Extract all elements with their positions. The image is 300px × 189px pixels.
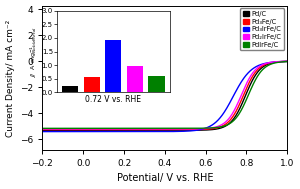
Line: Pd₃IrFe/C: Pd₃IrFe/C — [42, 61, 287, 132]
Pd₃Fe/C — [103, 129, 107, 131]
X-axis label: Potential/ V vs. RHE: Potential/ V vs. RHE — [117, 174, 213, 184]
Y-axis label: Current Density/ mA cm⁻²: Current Density/ mA cm⁻² — [6, 19, 15, 137]
Pd₃Fe/C — [286, 60, 289, 63]
PdIrFe/C — [103, 127, 107, 129]
Pd₃IrFe/C — [286, 60, 289, 63]
Pd/C — [286, 60, 289, 63]
Pd₃IrFe/C — [84, 130, 88, 133]
Pd₃IrFe/C — [204, 127, 208, 129]
Pd₂IrFe/C — [103, 128, 107, 130]
Pd/C — [185, 129, 188, 131]
Pd₂IrFe/C — [84, 128, 88, 130]
PdIrFe/C — [152, 127, 155, 129]
Line: Pd₂IrFe/C: Pd₂IrFe/C — [42, 61, 287, 129]
PdIrFe/C — [225, 124, 229, 126]
Pd/C — [103, 129, 107, 131]
PdIrFe/C — [40, 127, 44, 129]
Pd/C — [152, 129, 155, 131]
Pd/C — [84, 129, 88, 131]
Pd₂IrFe/C — [185, 128, 188, 130]
Pd₃Fe/C — [40, 129, 44, 131]
Pd₃Fe/C — [152, 129, 155, 131]
Pd₃IrFe/C — [103, 130, 107, 133]
Pd₂IrFe/C — [152, 128, 155, 130]
Pd₃IrFe/C — [40, 130, 44, 133]
Pd₂IrFe/C — [225, 120, 229, 122]
Line: Pd/C: Pd/C — [42, 61, 287, 130]
Pd/C — [225, 124, 229, 126]
Pd₃Fe/C — [225, 122, 229, 124]
Line: PdIrFe/C: PdIrFe/C — [42, 61, 287, 128]
Pd/C — [204, 129, 208, 131]
Pd₂IrFe/C — [286, 60, 289, 62]
Legend: Pd/C, Pd₃Fe/C, Pd₃IrFe/C, Pd₂IrFe/C, PdIrFe/C: Pd/C, Pd₃Fe/C, Pd₃IrFe/C, Pd₂IrFe/C, PdI… — [240, 8, 284, 50]
Pd₃Fe/C — [185, 129, 188, 131]
Pd₂IrFe/C — [204, 127, 208, 130]
Pd₃IrFe/C — [225, 107, 229, 109]
Pd₃Fe/C — [84, 129, 88, 131]
Pd/C — [40, 129, 44, 131]
PdIrFe/C — [84, 127, 88, 129]
Pd₃Fe/C — [204, 128, 208, 130]
PdIrFe/C — [204, 127, 208, 129]
Pd₃IrFe/C — [152, 130, 155, 133]
PdIrFe/C — [286, 60, 289, 63]
PdIrFe/C — [185, 127, 188, 129]
Pd₂IrFe/C — [40, 128, 44, 130]
Pd₃IrFe/C — [185, 130, 188, 132]
Line: Pd₃Fe/C: Pd₃Fe/C — [42, 61, 287, 130]
